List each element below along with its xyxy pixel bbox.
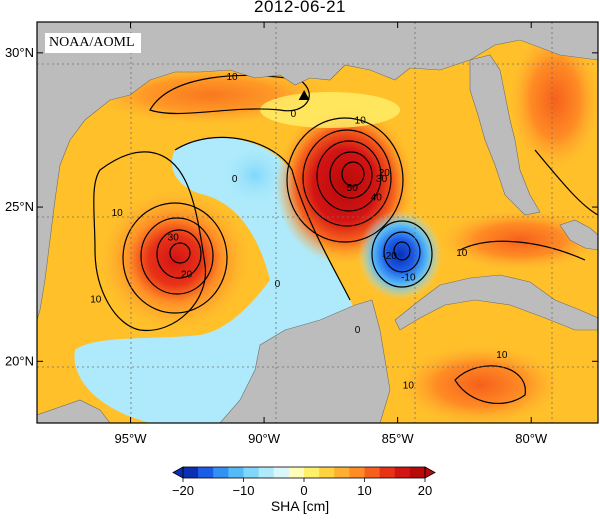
colorbar-tick-label: 10 — [357, 483, 371, 498]
lon-tick-label: 90°W — [248, 431, 281, 446]
lat-tick-label: 20°N — [5, 353, 34, 368]
colorbar-swatch — [304, 467, 320, 478]
contour-lines — [93, 74, 598, 404]
contour-label: -20 — [382, 251, 397, 262]
contour-label: 10 — [496, 350, 508, 361]
map-frame — [36, 21, 599, 424]
contour-label: 0 — [232, 174, 238, 185]
map-title: 2012-06-21 — [254, 0, 346, 16]
axis-ticks: 95°W 90°W 85°W 80°W 30°N 25°N 20°N — [5, 22, 598, 446]
credit-label: NOAA/AOML — [45, 33, 141, 53]
contour-label: 30 — [168, 233, 180, 244]
contour-label: 10 — [226, 72, 238, 83]
central-america-south — [37, 399, 111, 423]
colorbar-swatch — [273, 467, 290, 478]
colorbar-max-arrow — [424, 466, 436, 479]
colorbar-swatch — [349, 467, 365, 478]
contour-label: 20 — [181, 270, 193, 281]
colorbar-swatch — [198, 467, 214, 478]
colorbar-tick-label: −20 — [172, 483, 194, 498]
lon-tick-label: 85°W — [382, 431, 415, 446]
colorbar-swatch — [183, 467, 199, 478]
colorbar-swatch — [258, 467, 275, 478]
colorbar-tick-label: −10 — [232, 483, 254, 498]
warm-eddy-west — [100, 190, 250, 330]
colorbar-swatch — [228, 467, 244, 478]
warm-band-caribbean — [400, 345, 560, 423]
florida-peninsula — [469, 54, 541, 216]
colorbar-swatch — [334, 467, 350, 478]
bahamas-landmass — [559, 219, 598, 251]
contour-label: 40 — [371, 192, 383, 203]
colorbar-swatch — [288, 467, 305, 478]
contour-label: 20 — [379, 168, 391, 179]
cyan-eddy-north — [220, 143, 290, 207]
yucatan-peninsula — [219, 299, 391, 423]
contour-label: 0 — [291, 109, 297, 120]
station-triangle-marker — [298, 90, 310, 101]
graticule-lines — [37, 22, 598, 423]
lon-tick-label: 95°W — [115, 431, 148, 446]
lat-tick-label: 30°N — [5, 45, 34, 60]
colorbar-swatch — [243, 467, 260, 478]
contour-label: 10 — [112, 208, 124, 219]
colorbar-tick-label: 0 — [300, 483, 307, 498]
colorbar-swatch — [364, 467, 381, 478]
contour-label: 10 — [355, 115, 367, 126]
colorbar-min-arrow — [172, 466, 184, 479]
contour-label: 50 — [347, 183, 359, 194]
colorbar-swatch — [213, 467, 229, 478]
contour-label: 30 — [376, 174, 388, 185]
colorbar-swatch — [379, 467, 396, 478]
contour-label: 0 — [275, 279, 281, 290]
lon-tick-label: 80°W — [515, 431, 548, 446]
pale-band-shelf — [260, 92, 400, 128]
colorbar-swatch — [394, 467, 411, 478]
contour-label: 10 — [90, 294, 102, 305]
contour-label: -10 — [401, 273, 416, 284]
warm-band-atlantic — [510, 30, 598, 170]
contour-label: 0 — [355, 325, 361, 336]
colorbar-tick-label: 20 — [418, 483, 432, 498]
colorbar-swatch — [319, 467, 335, 478]
lat-tick-label: 25°N — [5, 199, 34, 214]
warm-band-florida-straits — [440, 210, 598, 270]
contour-label: 10 — [403, 381, 415, 392]
colorbar-swatch — [409, 467, 426, 478]
cuba — [394, 274, 598, 331]
contour-label: 10 — [456, 248, 468, 259]
colorbar-label: SHA [cm] — [270, 498, 330, 514]
